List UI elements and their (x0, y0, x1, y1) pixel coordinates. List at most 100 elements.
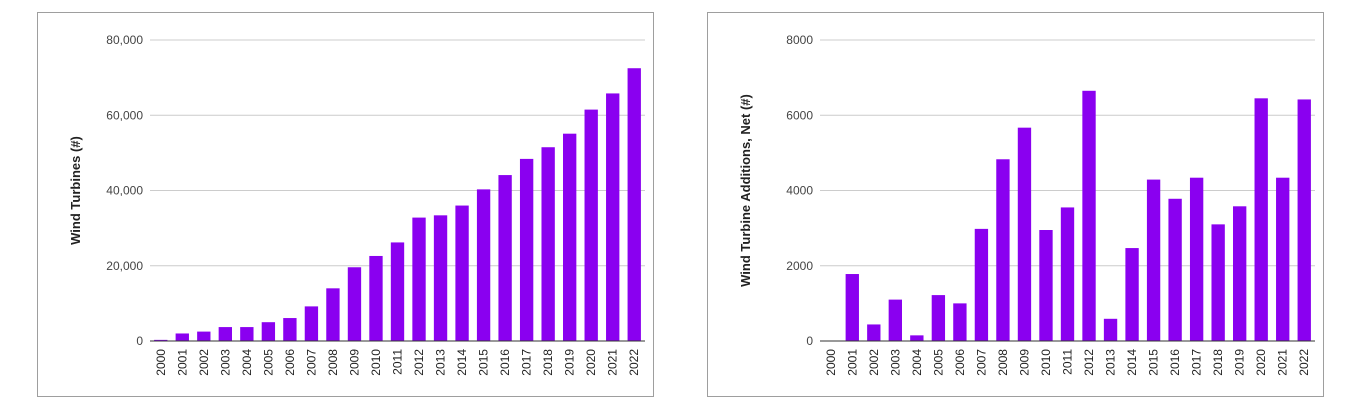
x-tick-label: 2008 (996, 349, 1010, 376)
x-tick-label: 2015 (477, 349, 491, 376)
y-tick-label: 2000 (786, 259, 813, 273)
x-tick-label: 2003 (888, 349, 902, 376)
x-tick-label: 2019 (1233, 349, 1247, 376)
x-tick-label: 2001 (845, 349, 859, 376)
bar-2017 (1189, 177, 1204, 341)
x-tick-label: 2012 (1082, 349, 1096, 376)
x-tick-label: 2001 (175, 349, 189, 376)
bar-2020 (1254, 98, 1268, 341)
bar-2014 (1125, 248, 1139, 341)
bar-2001 (175, 333, 189, 341)
bar-2019 (1233, 206, 1247, 341)
bar-2008 (326, 288, 340, 341)
bar-2022 (1297, 99, 1311, 341)
bar-2014 (455, 205, 469, 341)
x-tick-label: 2007 (304, 349, 318, 376)
y-tick-label: 80,000 (106, 33, 143, 47)
x-tick-label: 2009 (347, 349, 361, 376)
x-tick-label: 2013 (1104, 349, 1118, 376)
wind-turbine-additions-chart: 0 2000 4000 6000 8000 2000 2001 2002 2003 2004 20… (738, 33, 1315, 376)
bar-2011 (1060, 207, 1075, 341)
x-tick-label: 2008 (326, 349, 340, 376)
y-tick-label: 0 (806, 334, 813, 348)
x-tick-label: 2022 (1297, 349, 1311, 376)
bar-2003 (218, 327, 232, 341)
x-tick-label: 2010 (369, 349, 383, 376)
x-tick-label: 2000 (154, 349, 168, 376)
x-tick-label: 2010 (1039, 349, 1053, 376)
x-tick-label: 2021 (606, 349, 620, 376)
x-tick-label: 2005 (931, 349, 945, 376)
y-tick-label: 6000 (786, 108, 813, 122)
x-tick-label: 2021 (1276, 349, 1290, 376)
y-axis-label: Wind Turbines (#) (68, 136, 83, 245)
x-tick-label: 2006 (283, 349, 297, 376)
x-tick-label: 2016 (1168, 349, 1182, 376)
bar-2003 (888, 299, 902, 341)
bar-2004 (240, 327, 254, 341)
bar-2006 (953, 303, 967, 341)
x-tick-label: 2013 (434, 349, 448, 376)
y-tick-label: 40,000 (106, 184, 143, 198)
y-tick-label: 4000 (786, 184, 813, 198)
bar-2000 (154, 339, 168, 341)
y-tick-label: 20,000 (106, 259, 143, 273)
bar-2021 (1276, 177, 1290, 341)
y-tick-label: 8000 (786, 33, 813, 47)
x-tick-label: 2014 (455, 349, 469, 376)
x-tick-label: 2017 (1190, 349, 1204, 376)
bar-2009 (347, 267, 362, 341)
x-tick-label: 2002 (867, 349, 881, 376)
x-tick-label: 2022 (627, 349, 641, 376)
x-tick-label: 2015 (1147, 349, 1161, 376)
x-tick-label: 2014 (1125, 349, 1139, 376)
x-tick-label: 2018 (541, 349, 555, 376)
bar-2022 (627, 68, 641, 341)
x-tick-label: 2003 (218, 349, 232, 376)
chart-panel-wind-turbines: 0 20,000 40,000 60,000 80,000 2000 2001 2002 20… (37, 12, 654, 397)
bar-2015 (1146, 179, 1161, 341)
bar-2009 (1017, 127, 1032, 341)
wind-turbines-chart: 0 20,000 40,000 60,000 80,000 2000 2001 2002 20… (68, 33, 645, 376)
x-tick-label: 2019 (563, 349, 577, 376)
bar-2001 (845, 274, 859, 341)
x-tick-label: 2012 (412, 349, 426, 376)
bar-2011 (390, 242, 405, 341)
x-tick-label: 2006 (953, 349, 967, 376)
bar-2016 (498, 175, 512, 341)
bar-2005 (261, 322, 276, 341)
bar-2018 (1211, 224, 1225, 341)
bar-2017 (519, 158, 534, 341)
chart-panel-wind-turbine-additions: 0 2000 4000 6000 8000 2000 2001 2002 2003 2004 20… (707, 12, 1324, 397)
y-axis-label: Wind Turbine Additions, Net (#) (738, 94, 753, 287)
x-tick-label: 2017 (520, 349, 534, 376)
x-tick-label: 2007 (974, 349, 988, 376)
bar-2005 (931, 295, 946, 341)
bar-2004 (910, 335, 924, 341)
bar-2019 (563, 133, 577, 341)
bar-2013 (1103, 318, 1118, 341)
x-tick-label: 2011 (391, 349, 405, 375)
bar-2002 (197, 331, 211, 341)
bar-2013 (433, 215, 448, 341)
x-tick-label: 2011 (1061, 349, 1075, 375)
bar-2010 (369, 255, 383, 341)
bar-2018 (541, 147, 555, 341)
bar-2010 (1039, 230, 1053, 341)
x-tick-label: 2004 (240, 349, 254, 376)
bar-2007 (304, 306, 319, 341)
bar-2015 (476, 189, 491, 341)
bar-2012 (1082, 90, 1096, 341)
bar-2021 (606, 93, 620, 342)
bar-2012 (412, 217, 426, 341)
x-tick-label: 2004 (910, 349, 924, 376)
x-tick-label: 2020 (584, 349, 598, 376)
y-tick-label: 60,000 (106, 108, 143, 122)
x-tick-label: 2020 (1254, 349, 1268, 376)
bar-2008 (996, 159, 1010, 341)
x-tick-label: 2018 (1211, 349, 1225, 376)
y-tick-label: 0 (136, 334, 143, 348)
bar-2007 (974, 228, 989, 341)
x-tick-label: 2016 (498, 349, 512, 376)
bar-2016 (1168, 198, 1182, 341)
